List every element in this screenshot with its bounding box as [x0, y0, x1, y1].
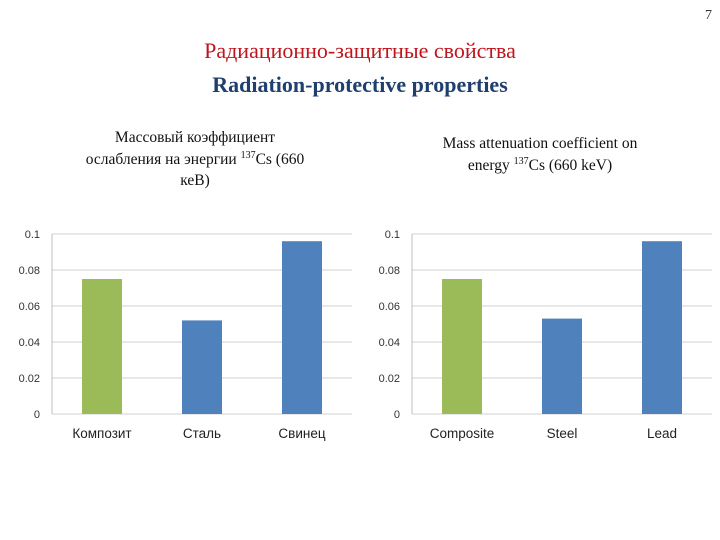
- x-category-label: Свинец: [278, 426, 325, 441]
- caption-line: ослабления на энергии: [85, 151, 241, 169]
- caption-line: Cs (660: [255, 151, 305, 169]
- title-russian: Радиационно-защитные свойства: [204, 38, 516, 63]
- y-tick-label: 0.06: [19, 301, 40, 313]
- y-tick-label: 0.1: [385, 229, 400, 241]
- y-tick-label: 0: [34, 409, 40, 421]
- caption-line: Mass attenuation coefficient on: [442, 135, 638, 152]
- y-tick-label: 0.06: [379, 301, 400, 313]
- bar: [82, 279, 122, 414]
- chart-caption-english: Mass attenuation coefficient on energy 1…: [380, 134, 700, 177]
- caption-line: Массовый коэффициент: [114, 129, 276, 146]
- bar-chart-russian: 0 0.02 0.04 0.06 0.08 0.1 Композит Сталь Свинец: [19, 229, 352, 441]
- x-category-label: Композит: [72, 426, 131, 441]
- bar: [282, 241, 322, 414]
- bar: [182, 320, 222, 414]
- y-tick-label: 0.08: [19, 265, 40, 277]
- y-tick-label: 0.02: [379, 373, 400, 385]
- page-number: 7: [705, 8, 712, 23]
- caption-line: Cs (660 keV): [528, 157, 613, 175]
- bar-chart-english: 0 0.02 0.04 0.06 0.08 0.1 Composite Steel Lead: [379, 229, 712, 441]
- bar: [442, 279, 482, 414]
- bar: [542, 318, 582, 414]
- y-tick-label: 0.02: [19, 373, 40, 385]
- title-english: Radiation-protective properties: [212, 72, 508, 97]
- y-tick-label: 0.08: [379, 265, 400, 277]
- caption-line: energy: [467, 157, 514, 175]
- x-category-label: Lead: [647, 426, 677, 441]
- y-tick-label: 0.04: [19, 337, 40, 349]
- x-category-label: Composite: [430, 426, 495, 441]
- isotope-mass-number: 137: [240, 149, 256, 161]
- chart-caption-russian: Массовый коэффициент ослабления на энерг…: [40, 128, 350, 192]
- caption-line: кеВ): [180, 172, 210, 189]
- x-category-label: Сталь: [183, 426, 221, 441]
- y-tick-label: 0.04: [379, 337, 400, 349]
- y-tick-label: 0: [394, 409, 400, 421]
- isotope-mass-number: 137: [513, 155, 529, 167]
- bar: [642, 241, 682, 414]
- x-category-label: Steel: [547, 426, 578, 441]
- y-tick-label: 0.1: [25, 229, 40, 241]
